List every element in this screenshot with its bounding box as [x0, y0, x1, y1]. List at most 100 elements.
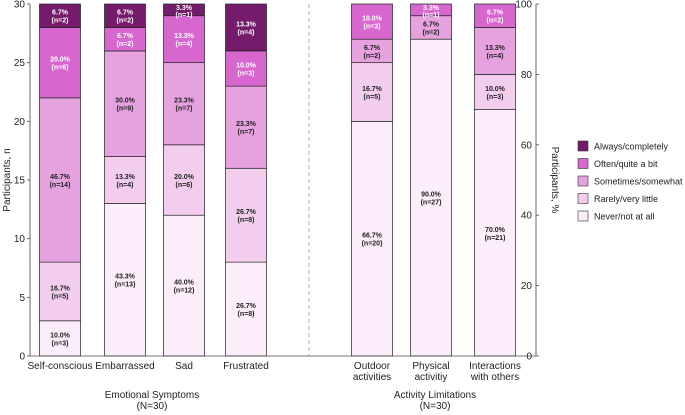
bar-segment — [163, 214, 205, 357]
legend-swatch — [577, 158, 589, 169]
bar-count-label: (n=2) — [117, 18, 134, 25]
group-label: Emotional Symptoms — [105, 390, 199, 401]
bar-count-label: (n=3) — [487, 94, 504, 101]
bar-count-label: (n=5) — [364, 94, 381, 101]
bar-count-label: (n=1) — [423, 12, 440, 19]
legend-label: Rarely/very little — [594, 194, 658, 204]
legend-label: Sometimes/somewhat — [594, 177, 683, 187]
bar-segment — [39, 261, 81, 322]
category-label-line2: activitiy — [415, 372, 448, 383]
bar-count-label: (n=1) — [176, 12, 193, 19]
right-tick-label: 20 — [521, 281, 533, 292]
group-count-label: (N=30) — [137, 401, 168, 412]
bar-count-label: (n=2) — [423, 29, 440, 36]
bar-count-label: (n=21) — [485, 235, 506, 242]
bar-percent-label: 13.3% — [115, 174, 136, 181]
bar-percent-label: 20.0% — [50, 57, 71, 64]
left-tick-label: 20 — [14, 117, 26, 128]
legend-swatch — [577, 193, 589, 204]
bar-count-label: (n=6) — [176, 182, 193, 189]
category-label: Embarrassed — [95, 361, 154, 372]
bar-segment — [104, 50, 146, 157]
bar-segment — [474, 74, 516, 110]
bar-percent-label: 6.7% — [364, 45, 381, 52]
category-label: Interactions — [469, 361, 521, 372]
legend-label: Often/quite a bit — [594, 159, 658, 169]
bar-segment — [351, 62, 393, 122]
right-tick-label: 100 — [515, 0, 532, 11]
bar-count-label: (n=8) — [238, 311, 255, 318]
legend: Always/completely Often/quite a bit Someti… — [577, 140, 683, 222]
bar-segment — [104, 3, 146, 28]
bar-count-label: (n=4) — [117, 182, 134, 189]
left-tick-label: 0 — [19, 352, 25, 363]
left-tick-label: 25 — [14, 58, 26, 69]
bar-percent-label: 30.0% — [115, 98, 136, 105]
bar-count-label: (n=8) — [238, 217, 255, 224]
legend-swatch — [577, 140, 589, 152]
bar-percent-label: 6.7% — [52, 10, 69, 17]
bar-segment — [225, 167, 267, 263]
bar-segment — [39, 27, 81, 99]
bar-segment — [39, 320, 81, 357]
bar-percent-label: 70.0% — [485, 227, 506, 234]
bar-segment — [225, 50, 267, 87]
bar-count-label: (n=2) — [117, 41, 134, 48]
bar-count-label: (n=3) — [238, 71, 255, 78]
left-tick-label: 30 — [14, 0, 26, 11]
bar-percent-label: 66.7% — [362, 233, 383, 240]
bar-count-label: (n=20) — [362, 241, 383, 248]
bar-count-label: (n=3) — [364, 24, 381, 31]
group-count-label: (N=30) — [420, 401, 451, 412]
axes-layer: Self-conscious Embarrassed Sad Frustrated Ou… — [2, 0, 560, 412]
bar-count-label: (n=4) — [487, 53, 504, 60]
category-label: Sad — [175, 361, 193, 372]
bar-percent-label: 10.0% — [362, 16, 383, 23]
legend-swatch — [577, 210, 589, 222]
right-tick-label: 60 — [521, 140, 533, 151]
bar-count-label: (n=2) — [52, 18, 69, 25]
bar-count-label: (n=27) — [421, 200, 442, 207]
category-label: Physical — [412, 361, 449, 372]
bar-count-label: (n=14) — [50, 182, 71, 189]
bar-count-label: (n=2) — [487, 18, 504, 25]
bar-percent-label: 10.0% — [50, 332, 71, 339]
bar-percent-label: 13.3% — [485, 45, 506, 52]
bar-percent-label: 90.0% — [421, 192, 442, 199]
right-axis-title: Participants, % — [549, 147, 560, 214]
bar-count-label: (n=7) — [238, 129, 255, 136]
bar-segment — [225, 3, 267, 52]
bar-percent-label: 10.0% — [485, 86, 506, 93]
bar-count-label: (n=12) — [174, 288, 195, 295]
bar-count-label: (n=7) — [176, 106, 193, 113]
bar-percent-label: 16.7% — [50, 285, 71, 292]
bar-segment — [410, 38, 452, 357]
bar-segment — [104, 156, 146, 204]
category-label: Self-conscious — [27, 361, 92, 372]
bar-percent-label: 6.7% — [117, 33, 134, 40]
bar-count-label: (n=6) — [52, 65, 69, 72]
bar-percent-label: 3.3% — [423, 5, 440, 12]
bar-segment — [474, 3, 516, 28]
right-tick-label: 0 — [526, 352, 532, 363]
bar-segment — [351, 3, 393, 40]
bar-count-label: (n=3) — [52, 340, 69, 347]
bar-count-label: (n=2) — [364, 53, 381, 60]
bar-percent-label: 16.7% — [362, 86, 383, 93]
legend-label: Never/not at all — [594, 212, 655, 222]
bar-percent-label: 40.0% — [174, 280, 195, 287]
bar-segment — [39, 3, 81, 28]
bar-segment — [163, 144, 205, 216]
bar-segment — [163, 62, 205, 146]
bar-percent-label: 10.0% — [236, 63, 257, 70]
bar-percent-label: 26.7% — [236, 303, 257, 310]
bar-count-label: (n=4) — [176, 41, 193, 48]
bar-segment — [351, 120, 393, 357]
bar-percent-label: 20.0% — [174, 174, 195, 181]
bar-segment — [474, 27, 516, 75]
bar-percent-label: 3.3% — [176, 5, 193, 12]
left-axis-title: Participants, n — [2, 148, 13, 211]
legend-label: Always/completely — [594, 142, 669, 152]
bars-layer: 10.0%(n=3)16.7%(n=5)46.7%(n=14)20.0%(n=6… — [39, 3, 516, 357]
bar-count-label: (n=5) — [52, 293, 69, 300]
